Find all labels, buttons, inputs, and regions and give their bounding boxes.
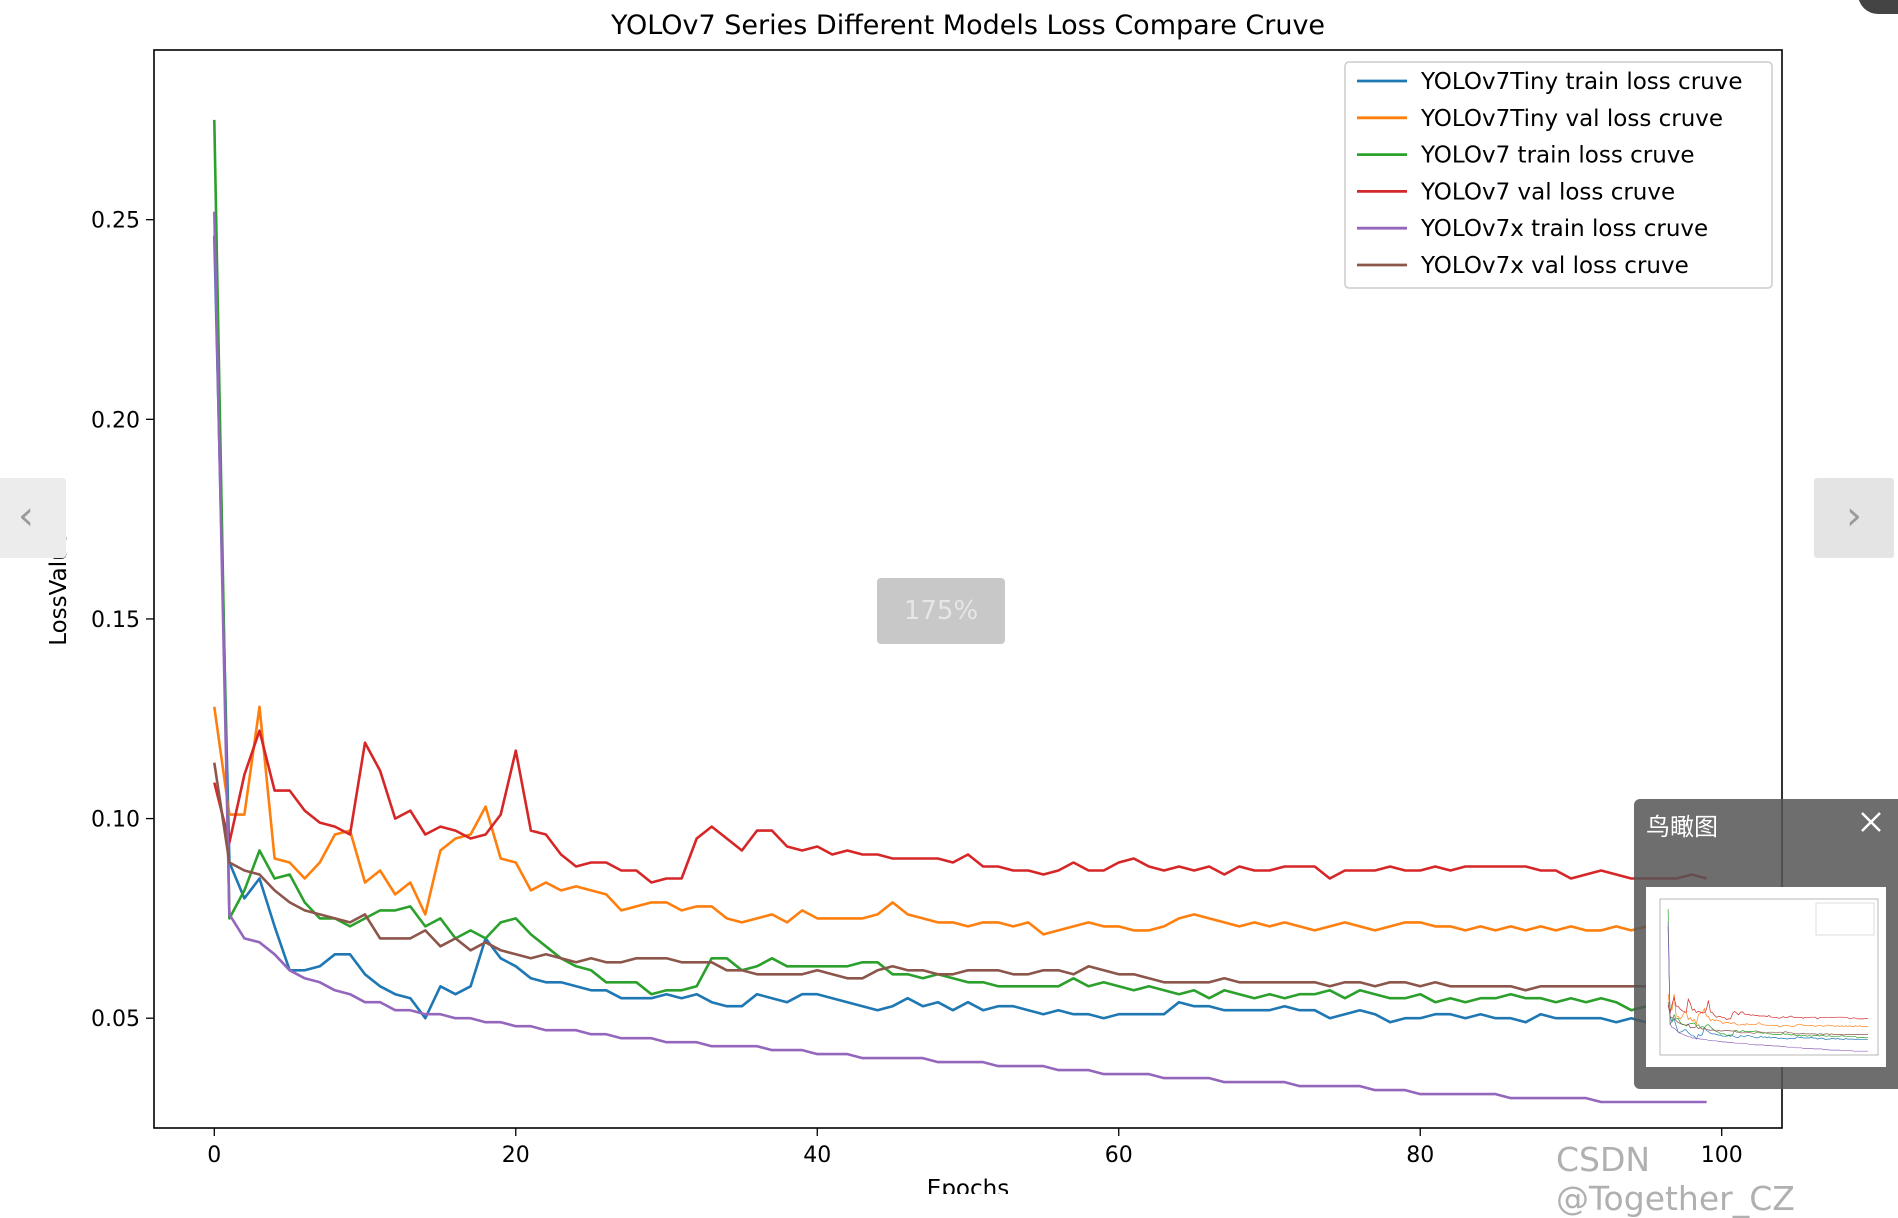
thumbnail-legend [1815,902,1875,936]
thumbnail-series-4 [1667,996,1869,1020]
series-line-4 [213,729,1707,884]
overview-panel[interactable]: 鸟瞰图 [1634,799,1898,1089]
watermark: CSDN @Together_CZ [1556,1140,1795,1218]
series-line-1 [213,235,1707,1024]
legend-label: YOLOv7Tiny train loss cruve [1420,69,1743,95]
previous-image-button[interactable]: ‹ [0,478,66,558]
next-image-button[interactable]: › [1814,478,1894,558]
chevron-left-icon: ‹ [18,493,34,539]
legend-label: YOLOv7Tiny val loss cruve [1420,106,1723,132]
thumbnail-series-6 [1667,1002,1868,1036]
overview-title: 鸟瞰图 [1646,813,1718,841]
series-line-3 [213,119,1707,1012]
zoom-level-badge: 175% [877,578,1005,644]
thumbnail-series-1 [1667,925,1868,1041]
chart-title: YOLOv7 Series Different Models Loss Comp… [610,10,1325,41]
series-line-6 [213,762,1707,992]
thumbnail-series-3 [1667,909,1869,1039]
chevron-right-icon: › [1846,493,1862,539]
legend-label: YOLOv7x val loss cruve [1420,253,1689,279]
thumbnail-series-2 [1667,993,1868,1028]
legend-box [1344,61,1773,289]
x-tick-label: 80 [1406,1143,1434,1168]
x-tick-label: 0 [207,1143,221,1168]
legend-label: YOLOv7x train loss cruve [1420,216,1708,242]
x-tick-label: 100 [1701,1143,1743,1168]
thumbnail-series-5 [1667,922,1868,1052]
x-tick-label: 40 [803,1143,831,1168]
thumbnail-frame [1659,898,1879,1056]
overview-thumbnail[interactable] [1646,887,1886,1067]
series-line-5 [213,211,1707,1104]
series-line-2 [213,705,1707,936]
y-tick-label: 0.10 [91,808,140,833]
plot-frame [153,49,1783,1129]
x-tick-label: 20 [502,1143,530,1168]
legend-label: YOLOv7 val loss cruve [1420,179,1675,205]
close-icon[interactable] [1856,807,1886,837]
y-tick-label: 0.25 [91,209,140,234]
x-tick-label: 60 [1105,1143,1133,1168]
y-tick-label: 0.15 [91,608,140,633]
corner-badge [1858,0,1898,14]
legend-label: YOLOv7 train loss cruve [1420,143,1695,169]
y-tick-label: 0.20 [91,408,140,433]
y-tick-label: 0.05 [91,1007,140,1032]
x-axis-label: Epochs [927,1176,1009,1194]
